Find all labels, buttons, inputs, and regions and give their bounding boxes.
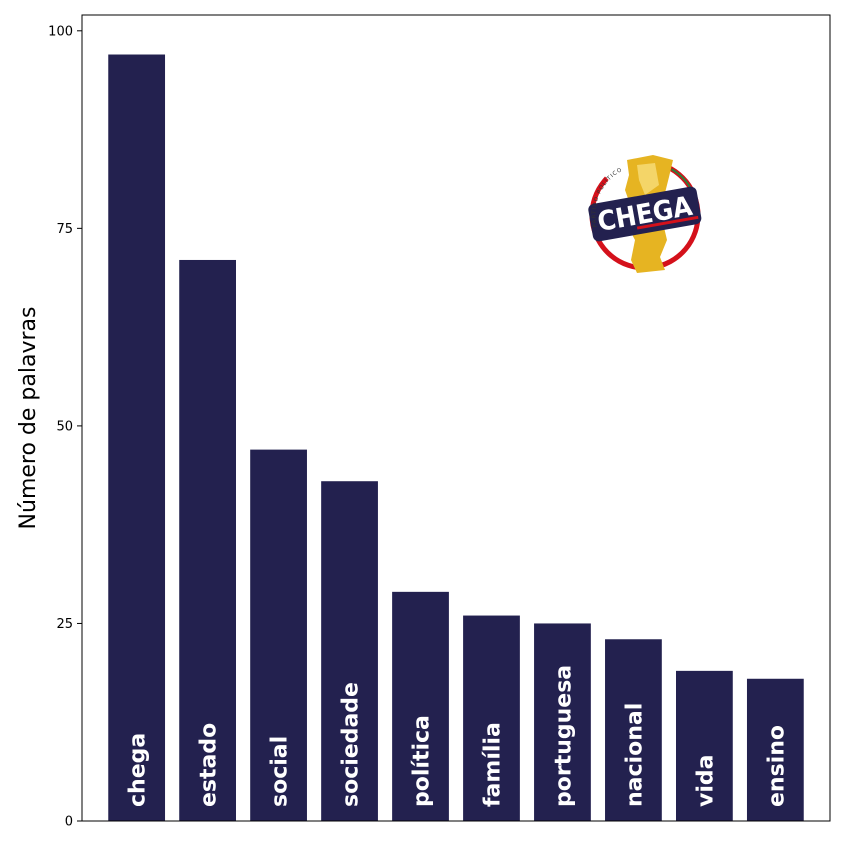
bar-estado [179, 259, 236, 821]
bar-label-nacional: nacional [622, 703, 647, 807]
y-axis-title: Número de palavras [16, 307, 41, 530]
bar-label-política: política [410, 715, 435, 807]
bar-nacional [605, 639, 662, 821]
bar-chega [108, 54, 166, 821]
y-tick-label: 25 [56, 617, 73, 632]
plot-frame [81, 14, 831, 822]
y-tick-label: 75 [56, 222, 73, 237]
y-axis-ticks: 0 25 50 75 100 [48, 24, 82, 830]
bar-social [250, 449, 307, 821]
y-tick-label: 50 [56, 419, 73, 434]
bar-label-sociedade: sociedade [339, 682, 364, 807]
y-tick-label: 0 [65, 815, 73, 830]
bar-ensino [746, 678, 804, 821]
y-tick-label: 100 [48, 24, 73, 39]
bar-labels: chega estado social sociedade política famíli… [126, 665, 790, 807]
bar-label-estado: estado [197, 723, 222, 807]
bar-label-vida: vida [693, 755, 718, 807]
chega-logo: CHEGA PARTIDO POLÍTICO [588, 155, 702, 273]
bar-vida [676, 670, 733, 821]
bar-portuguesa [534, 623, 591, 821]
bar-sociedade [321, 481, 378, 821]
bar-label-social: social [268, 736, 293, 807]
bar-família [463, 615, 520, 821]
bars [108, 54, 804, 821]
bar-label-ensino: ensino [764, 725, 789, 807]
portugal-map-shine-icon [637, 163, 659, 195]
bar-label-família: família [480, 722, 505, 807]
logo-banner [588, 186, 702, 242]
bar-label-chega: chega [126, 733, 151, 807]
bar-política [392, 591, 449, 821]
bar-label-portuguesa: portuguesa [551, 665, 576, 807]
logo-banner-stripe [636, 215, 699, 230]
